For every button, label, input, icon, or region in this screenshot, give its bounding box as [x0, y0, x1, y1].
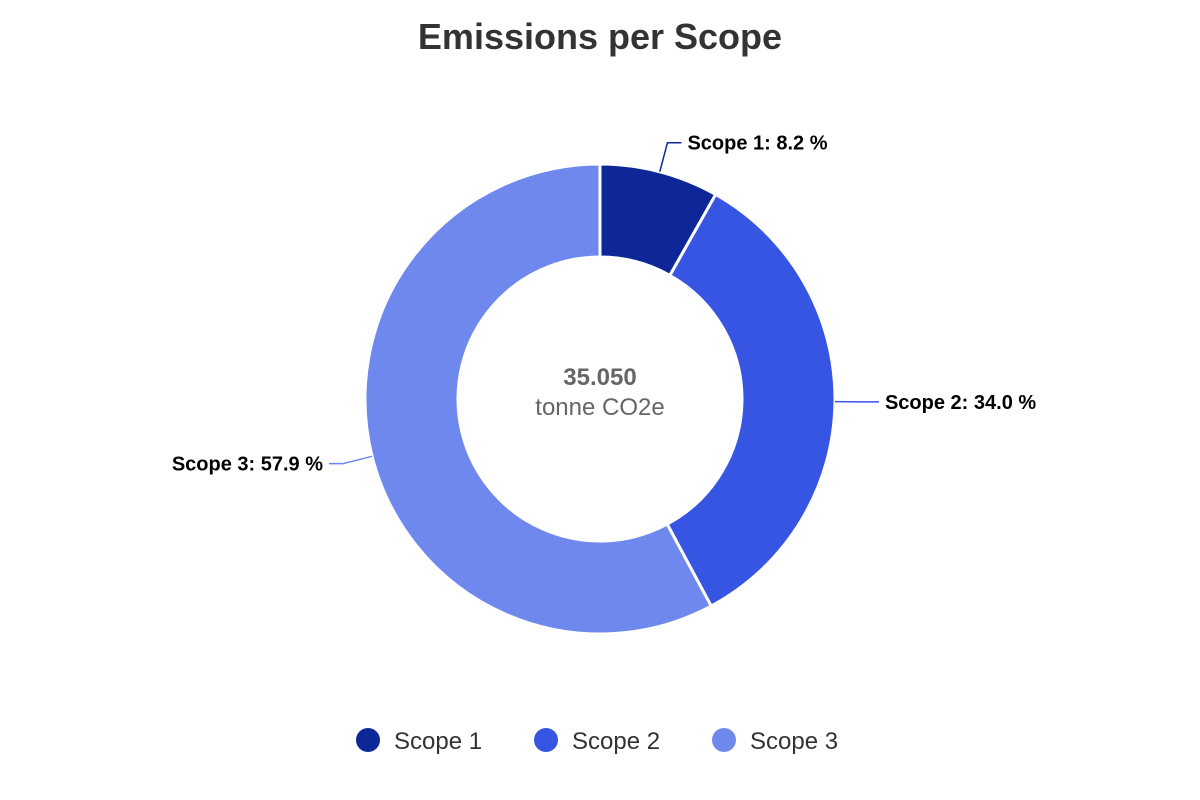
legend-swatch-scope-3 [712, 728, 736, 752]
legend-label-scope-1: Scope 1 [394, 728, 482, 755]
legend-item-scope-2[interactable]: Scope 2 [534, 728, 660, 755]
slice-scope-2[interactable] [665, 192, 837, 608]
data-label-scope-2: Scope 2: 34.0 % [885, 392, 1036, 414]
legend-item-scope-3[interactable]: Scope 3 [712, 728, 838, 755]
slice-scope-3[interactable] [363, 162, 713, 636]
legend-label-scope-3: Scope 3 [750, 728, 838, 755]
center-total-value: 35.050 [563, 364, 636, 391]
legend-label-scope-2: Scope 2 [572, 728, 660, 755]
data-labels: Scope 1: 8.2 % Scope 2: 34.0 % Scope 3: 57… [172, 133, 1037, 476]
label-leader-lines [329, 141, 879, 465]
legend-swatch-scope-2 [534, 728, 558, 752]
legend-item-scope-1[interactable]: Scope 1 [356, 728, 482, 755]
leader-line-scope-3 [329, 455, 373, 465]
legend-swatch-scope-1 [356, 728, 380, 752]
donut-slices [363, 162, 837, 636]
data-label-scope-1: Scope 1: 8.2 % [687, 133, 827, 155]
leader-line-scope-1 [659, 141, 682, 172]
chart-title: Emissions per Scope [418, 16, 782, 57]
center-unit-label: tonne CO2e [535, 394, 664, 421]
data-label-scope-3: Scope 3: 57.9 % [172, 454, 323, 476]
chart-legend: Scope 1 Scope 2 Scope 3 [356, 728, 838, 755]
